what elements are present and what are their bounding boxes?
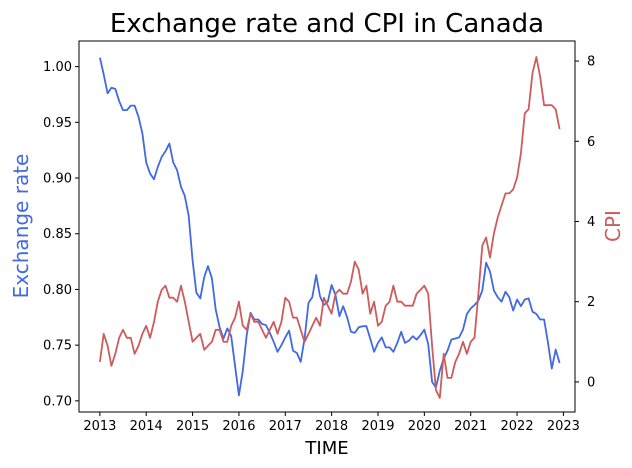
x-tick-label: 2020: [408, 419, 441, 434]
right-y-tick-label: 6: [587, 135, 595, 150]
chart-title: Exchange rate and CPI in Canada: [110, 9, 544, 39]
left-y-tick-label: 1.00: [43, 60, 72, 75]
left-y-tick-label: 0.70: [43, 394, 72, 409]
left-y-tick-label: 0.95: [43, 116, 72, 131]
x-tick-label: 2018: [315, 419, 348, 434]
left-y-tick-label: 0.75: [43, 339, 72, 354]
right-y-tick-label: 0: [587, 375, 595, 390]
exchange-rate-series-line: [99, 57, 561, 397]
y-axis-label-right: CPI: [601, 210, 625, 242]
left-y-tick-label: 0.80: [43, 283, 72, 298]
y-axis-label-left: Exchange rate: [9, 154, 33, 299]
x-tick-label: 2023: [547, 419, 580, 434]
plot-area: [99, 56, 561, 399]
left-y-tick-label: 0.90: [43, 172, 72, 187]
cpi-series-line: [99, 56, 561, 399]
x-tick-label: 2015: [176, 419, 209, 434]
left-y-tick-label: 0.85: [43, 227, 72, 242]
x-tick-label: 2019: [361, 419, 394, 434]
x-tick-label: 2021: [454, 419, 487, 434]
x-axis-label: TIME: [304, 438, 348, 459]
axes: 2013 2014 2015 2016 2017 2018 2019 2020 2021 2022…: [43, 40, 595, 434]
x-tick-label: 2013: [83, 419, 116, 434]
plot-frame: [78, 40, 576, 413]
right-y-tick-label: 8: [587, 55, 595, 70]
x-tick-label: 2016: [222, 419, 255, 434]
right-y-tick-label: 4: [587, 215, 595, 230]
x-tick-label: 2017: [269, 419, 302, 434]
x-tick-label: 2014: [130, 419, 163, 434]
x-tick-label: 2022: [501, 419, 534, 434]
right-y-tick-label: 2: [587, 295, 595, 310]
